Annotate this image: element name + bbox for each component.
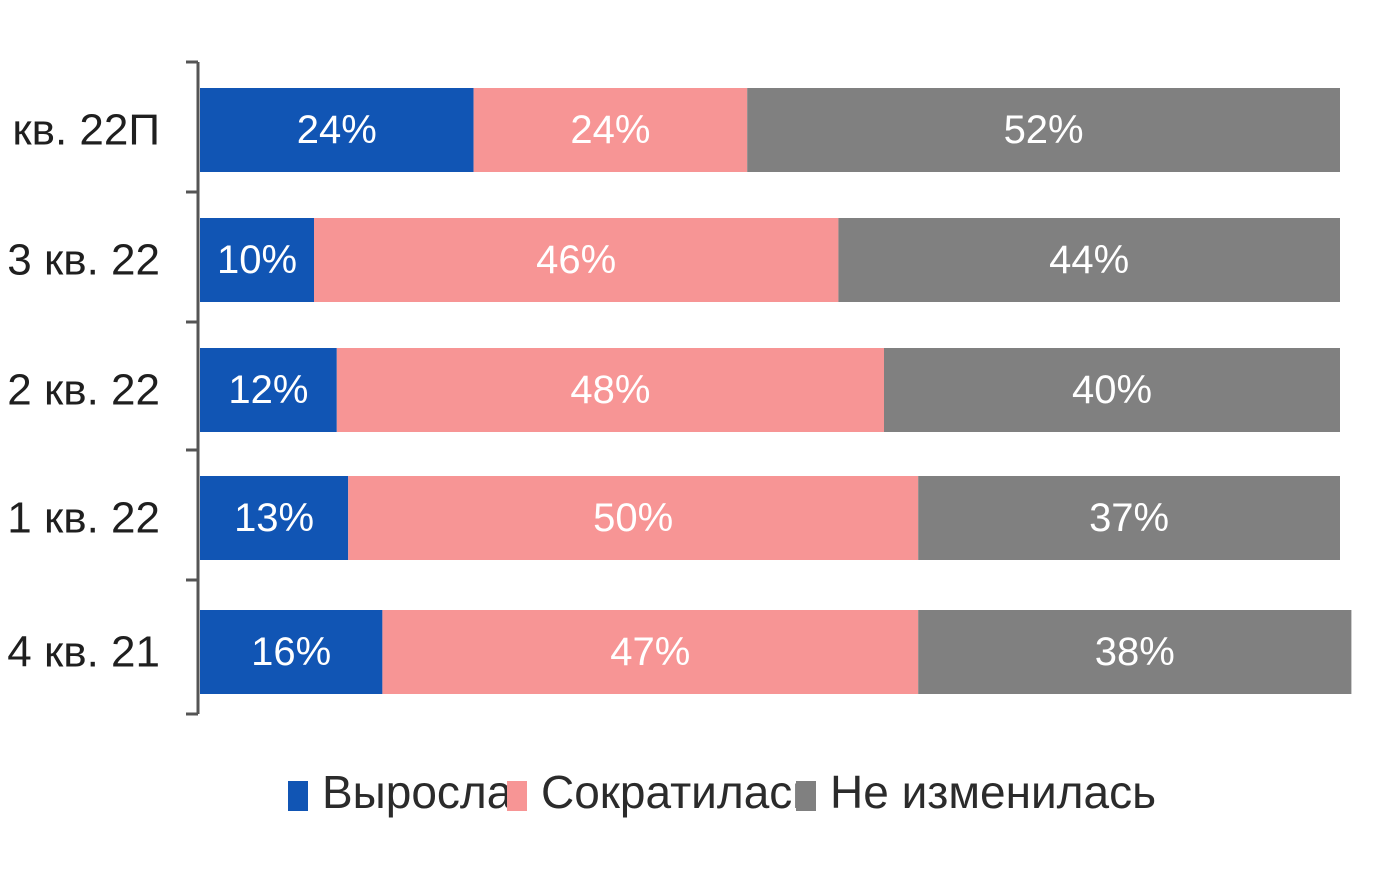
legend-item: Не изменилась bbox=[796, 766, 1156, 818]
labels-layer: 24% 24% 52% 10% 46% 44% 12% 48% 40% 13% 50% 37% 16% 4… bbox=[217, 108, 1175, 674]
bar-segment bbox=[200, 348, 337, 432]
data-label: 13% bbox=[234, 496, 314, 540]
data-label: 50% bbox=[593, 496, 673, 540]
category-label: 4 кв. 21 bbox=[7, 628, 160, 677]
data-label: 37% bbox=[1089, 496, 1169, 540]
legend-swatch bbox=[796, 781, 816, 811]
bar-segment bbox=[314, 218, 839, 302]
bar-segment bbox=[918, 476, 1340, 560]
bar-segment bbox=[382, 610, 919, 694]
category-label: 2 кв. 22 bbox=[7, 366, 160, 415]
bar-segment bbox=[473, 88, 748, 172]
legend-label: Не изменилась bbox=[830, 766, 1156, 818]
data-label: 46% bbox=[536, 238, 616, 282]
bar-segment bbox=[200, 88, 474, 172]
category-label: 3 кв. 22 bbox=[7, 236, 160, 285]
data-label: 47% bbox=[610, 630, 690, 674]
bar-segment bbox=[918, 610, 1352, 694]
legend-item: Сократилась bbox=[507, 766, 816, 818]
legend-item: Выросла bbox=[288, 766, 513, 818]
bar-segment bbox=[884, 348, 1340, 432]
bar-segment bbox=[200, 476, 349, 560]
data-label: 24% bbox=[297, 108, 377, 152]
bars-layer bbox=[200, 88, 1352, 694]
axis-layer: 4 кв. 22П 3 кв. 22 2 кв. 22 1 кв. 22 4 кв. 2… bbox=[0, 60, 200, 716]
legend-label: Сократилась bbox=[541, 766, 816, 818]
data-label: 52% bbox=[1004, 108, 1084, 152]
data-label: 38% bbox=[1095, 630, 1175, 674]
legend-label: Выросла bbox=[322, 766, 513, 818]
bar-segment bbox=[200, 610, 383, 694]
data-label: 48% bbox=[570, 368, 650, 412]
data-label: 10% bbox=[217, 238, 297, 282]
bar-segment bbox=[348, 476, 919, 560]
data-label: 24% bbox=[570, 108, 650, 152]
legend: Выросла Сократилась Не изменилась bbox=[288, 766, 1156, 818]
data-label: 44% bbox=[1049, 238, 1129, 282]
data-label: 40% bbox=[1072, 368, 1152, 412]
bar-segment bbox=[838, 218, 1340, 302]
category-label: 1 кв. 22 bbox=[7, 494, 160, 543]
legend-swatch bbox=[507, 781, 527, 811]
bar-segment bbox=[200, 218, 314, 302]
bar-segment bbox=[747, 88, 1340, 172]
data-label: 12% bbox=[228, 368, 308, 412]
category-label: 4 кв. 22П bbox=[0, 106, 160, 155]
legend-swatch bbox=[288, 781, 308, 811]
data-label: 16% bbox=[251, 630, 331, 674]
bar-segment bbox=[336, 348, 884, 432]
